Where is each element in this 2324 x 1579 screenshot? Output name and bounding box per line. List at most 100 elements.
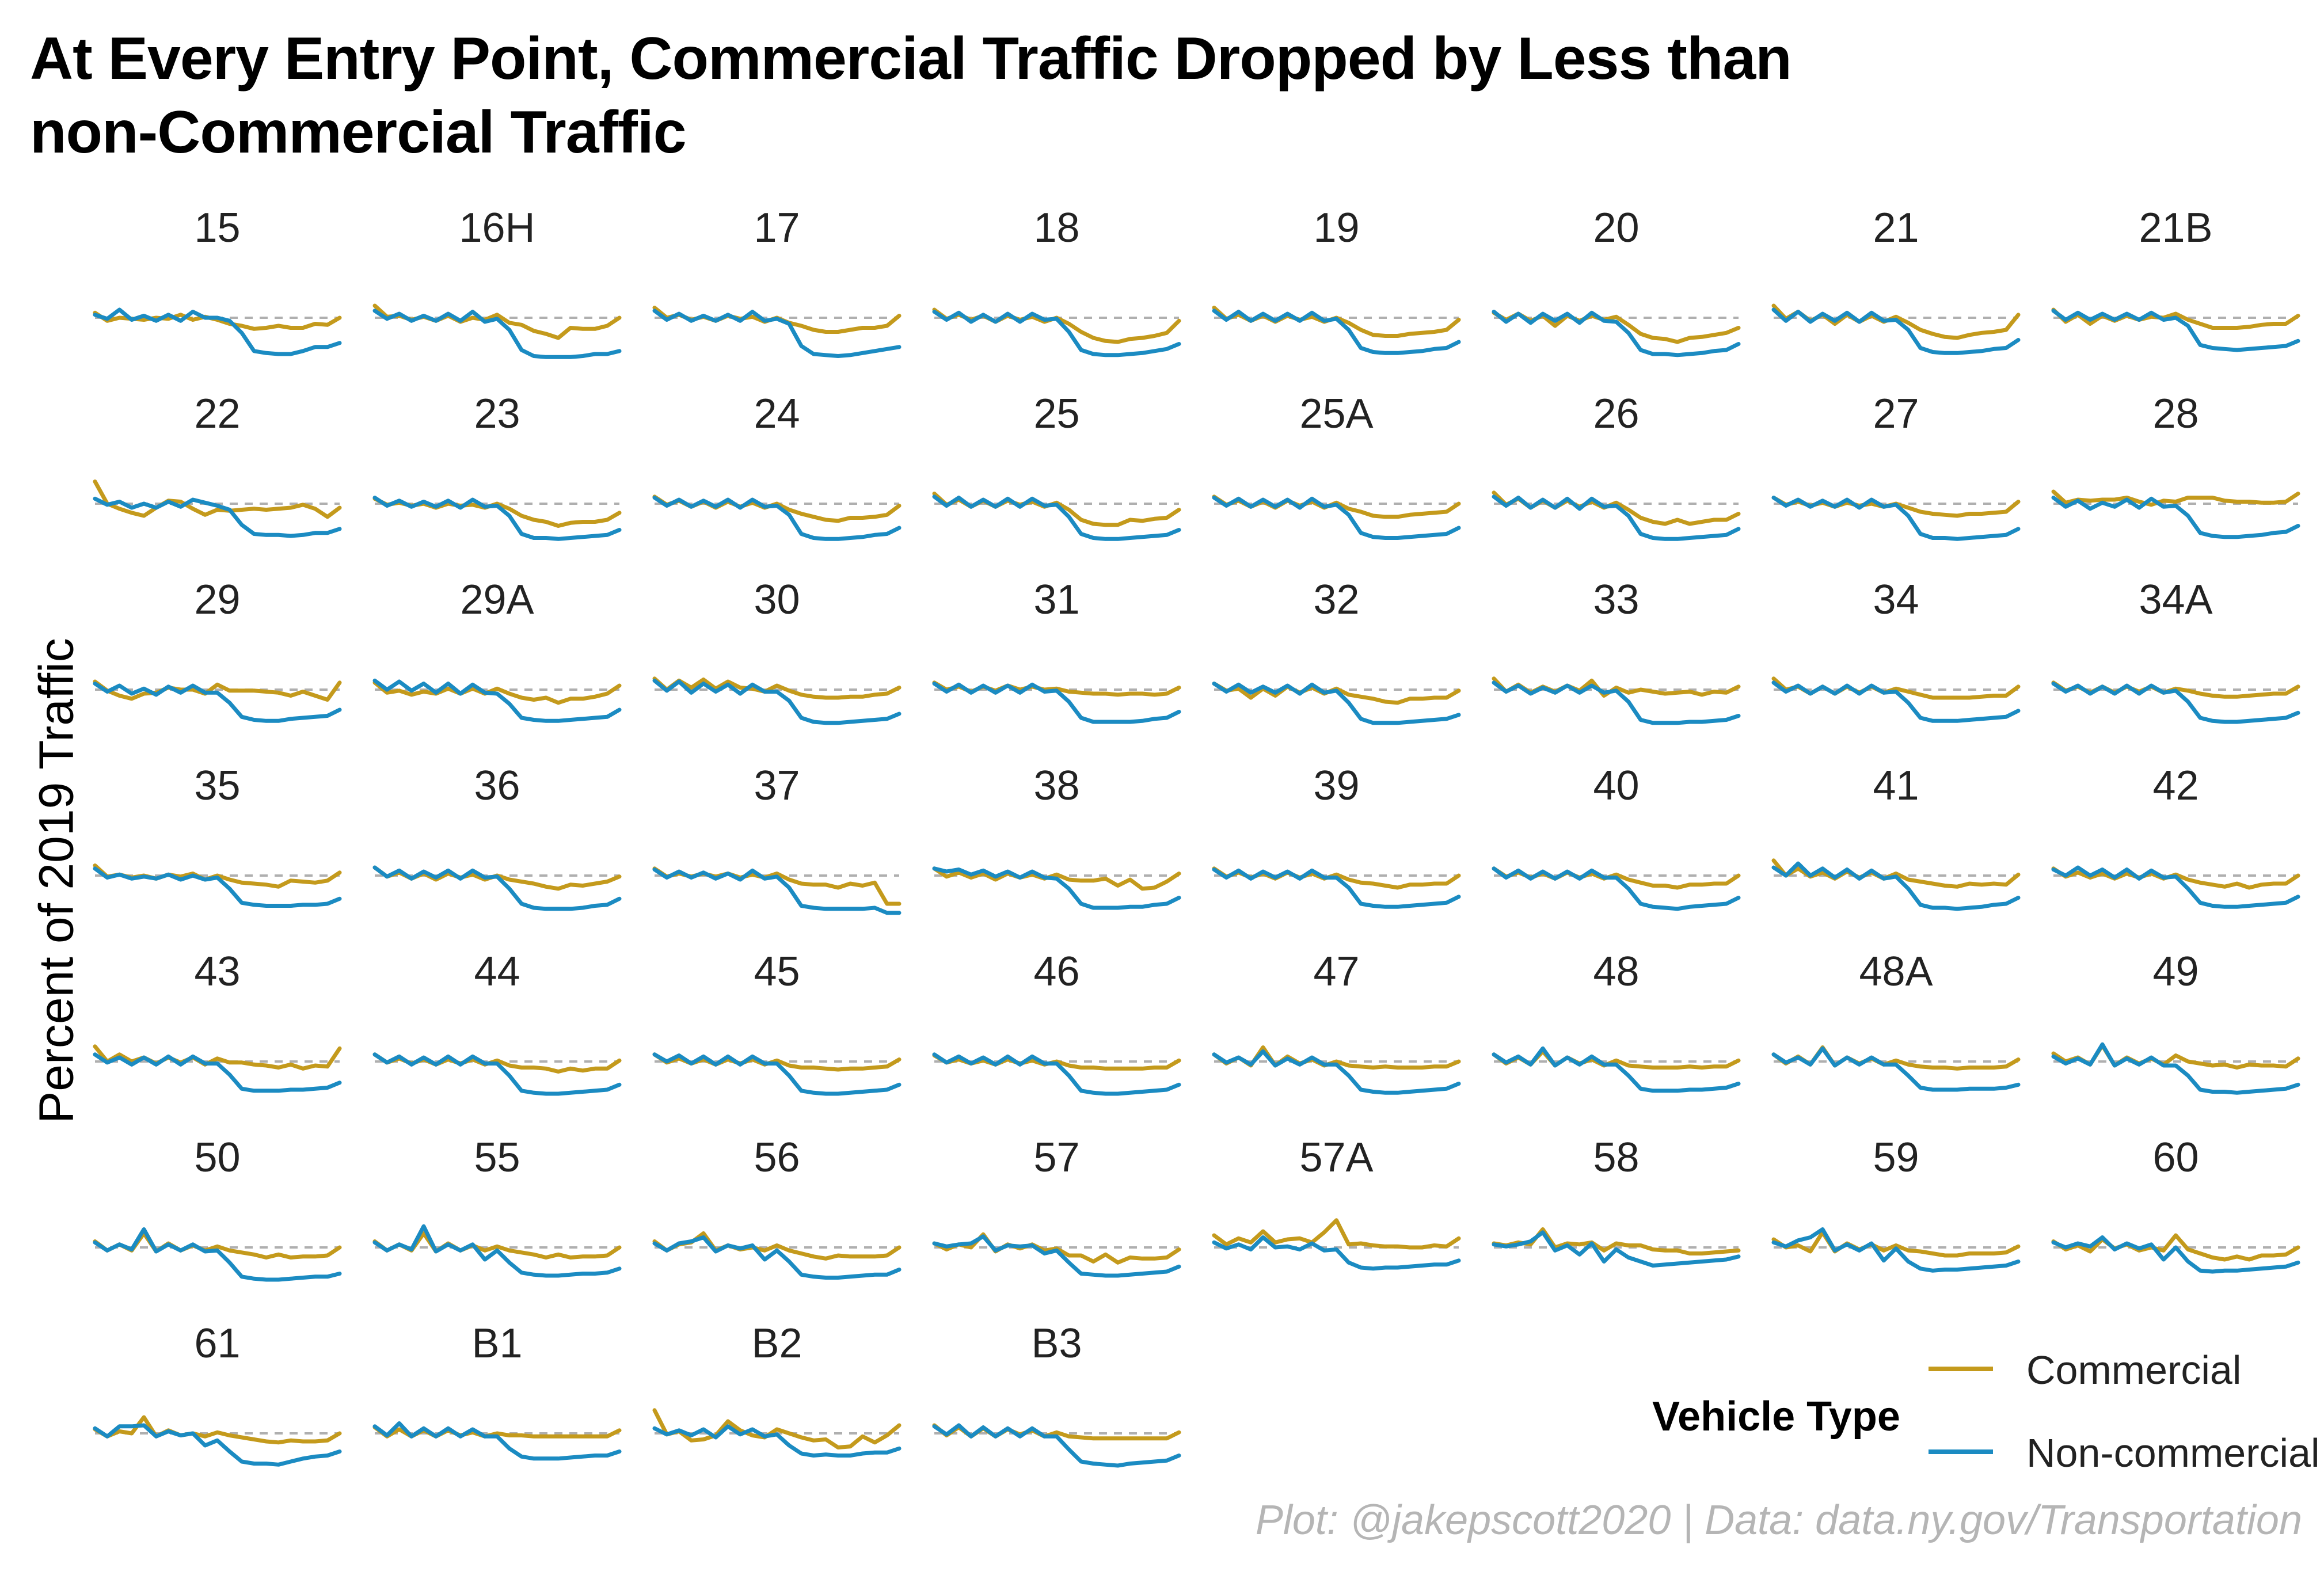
series-line-noncommercial — [1492, 310, 1741, 357]
facet-label: 31 — [1033, 577, 1079, 623]
facet-label: 43 — [194, 949, 240, 995]
series-line-noncommercial — [2051, 1042, 2300, 1095]
facet-panel-25a: 25A — [1212, 391, 1461, 540]
facet-panel-46: 46 — [932, 949, 1181, 1096]
facet-label: 49 — [2152, 949, 2199, 995]
facet-label: 36 — [474, 763, 520, 809]
facet-label: B1 — [471, 1321, 522, 1367]
facet-panel-25: 25 — [932, 391, 1181, 541]
facet-label: B2 — [751, 1321, 802, 1367]
caption: Plot: @jakepscott2020 | Data: data.ny.go… — [1255, 1497, 2302, 1543]
series-line-noncommercial — [1492, 680, 1741, 725]
facet-label: 34 — [1873, 577, 1919, 623]
series-line-noncommercial — [652, 1424, 902, 1458]
series-line-noncommercial — [372, 1421, 622, 1461]
facet-panel-24: 24 — [652, 391, 902, 541]
series-line-commercial — [932, 866, 1181, 891]
facet-label: 47 — [1313, 949, 1359, 995]
legend-label-noncommercial: Non-commercial — [2026, 1430, 2320, 1475]
series-line-commercial — [2051, 307, 2300, 330]
series-line-noncommercial — [1492, 1046, 1741, 1093]
series-line-commercial — [2051, 1233, 2300, 1262]
series-line-noncommercial — [93, 866, 342, 908]
series-line-noncommercial — [93, 496, 342, 538]
facet-label: 32 — [1313, 577, 1359, 623]
facet-panel-57a: 57A — [1212, 1135, 1461, 1271]
facet-panel-41: 41 — [1771, 763, 2021, 911]
legend: Vehicle Type Commercial Non-commercial — [1652, 1341, 2320, 1502]
facet-label: 23 — [474, 391, 520, 437]
series-line-noncommercial — [1492, 866, 1741, 911]
facet-panel-28: 28 — [2051, 391, 2300, 539]
series-line-commercial — [652, 1408, 902, 1449]
series-line-noncommercial — [1212, 309, 1461, 355]
facet-panel-b1: B1 — [372, 1321, 622, 1461]
facet-label: 58 — [1593, 1135, 1639, 1181]
series-line-noncommercial — [93, 1423, 342, 1467]
facet-panel-59: 59 — [1771, 1135, 2021, 1273]
facet-label: 48 — [1593, 949, 1639, 995]
series-line-noncommercial — [93, 1227, 342, 1282]
facet-panel-29a: 29A — [372, 577, 622, 723]
series-line-noncommercial — [932, 1052, 1181, 1096]
facet-panel-21b: 21B — [2051, 205, 2300, 352]
facet-label: 60 — [2152, 1135, 2199, 1181]
facet-panel-20: 20 — [1492, 205, 1741, 357]
facet-label: 61 — [194, 1321, 240, 1367]
facet-panel-58: 58 — [1492, 1135, 1741, 1268]
facet-label: 26 — [1593, 391, 1639, 437]
series-line-noncommercial — [1771, 861, 2021, 911]
series-line-noncommercial — [652, 496, 902, 541]
facet-panel-42: 42 — [2051, 763, 2300, 909]
facet-label: 30 — [754, 577, 800, 623]
series-line-noncommercial — [932, 866, 1181, 910]
series-line-noncommercial — [1492, 1230, 1741, 1268]
facet-panel-23: 23 — [372, 391, 622, 541]
series-line-commercial — [372, 680, 622, 705]
legend-key-noncommercial — [1929, 1449, 1993, 1454]
series-line-commercial — [652, 1231, 902, 1261]
facet-panel-32: 32 — [1212, 577, 1461, 725]
facet-panel-48: 48 — [1492, 949, 1741, 1093]
series-line-noncommercial — [932, 494, 1181, 541]
facet-label: 27 — [1873, 391, 1919, 437]
series-line-noncommercial — [372, 865, 622, 911]
series-line-noncommercial — [652, 868, 902, 915]
facet-panel-27: 27 — [1771, 391, 2021, 541]
facet-label: 21B — [2139, 205, 2212, 251]
facet-label: 25 — [1033, 391, 1079, 437]
facet-label: 29A — [460, 577, 534, 623]
facet-label: 35 — [194, 763, 240, 809]
facet-panel-18: 18 — [932, 205, 1181, 357]
facet-panel-49: 49 — [2051, 949, 2300, 1095]
series-line-noncommercial — [372, 1224, 622, 1278]
facet-label: 17 — [754, 205, 800, 251]
facet-panel-57: 57 — [932, 1135, 1181, 1278]
series-line-noncommercial — [1212, 496, 1461, 540]
facet-panel-50: 50 — [93, 1135, 342, 1282]
series-line-commercial — [652, 676, 902, 700]
facet-label: 40 — [1593, 763, 1639, 809]
series-line-noncommercial — [1771, 1046, 2021, 1092]
facet-panel-48a: 48A — [1771, 949, 2021, 1092]
facet-label: 57A — [1299, 1135, 1373, 1181]
facet-label: 25A — [1299, 391, 1373, 437]
series-line-noncommercial — [652, 678, 902, 725]
facet-label: 56 — [754, 1135, 800, 1181]
series-line-noncommercial — [372, 496, 622, 541]
series-line-noncommercial — [1771, 680, 2021, 723]
facet-label: 57 — [1033, 1135, 1079, 1181]
series-line-commercial — [1212, 682, 1461, 705]
facet-panel-34: 34 — [1771, 577, 2021, 723]
legend-key-commercial — [1929, 1367, 1993, 1371]
facet-label: 34A — [2139, 577, 2212, 623]
facet-label: 20 — [1593, 205, 1639, 251]
facet-label: 45 — [754, 949, 800, 995]
series-line-commercial — [932, 1232, 1181, 1265]
facet-panel-19: 19 — [1212, 205, 1461, 355]
facet-panel-44: 44 — [372, 949, 622, 1096]
series-line-noncommercial — [932, 310, 1181, 357]
series-line-noncommercial — [1771, 496, 2021, 541]
series-line-noncommercial — [93, 307, 342, 356]
